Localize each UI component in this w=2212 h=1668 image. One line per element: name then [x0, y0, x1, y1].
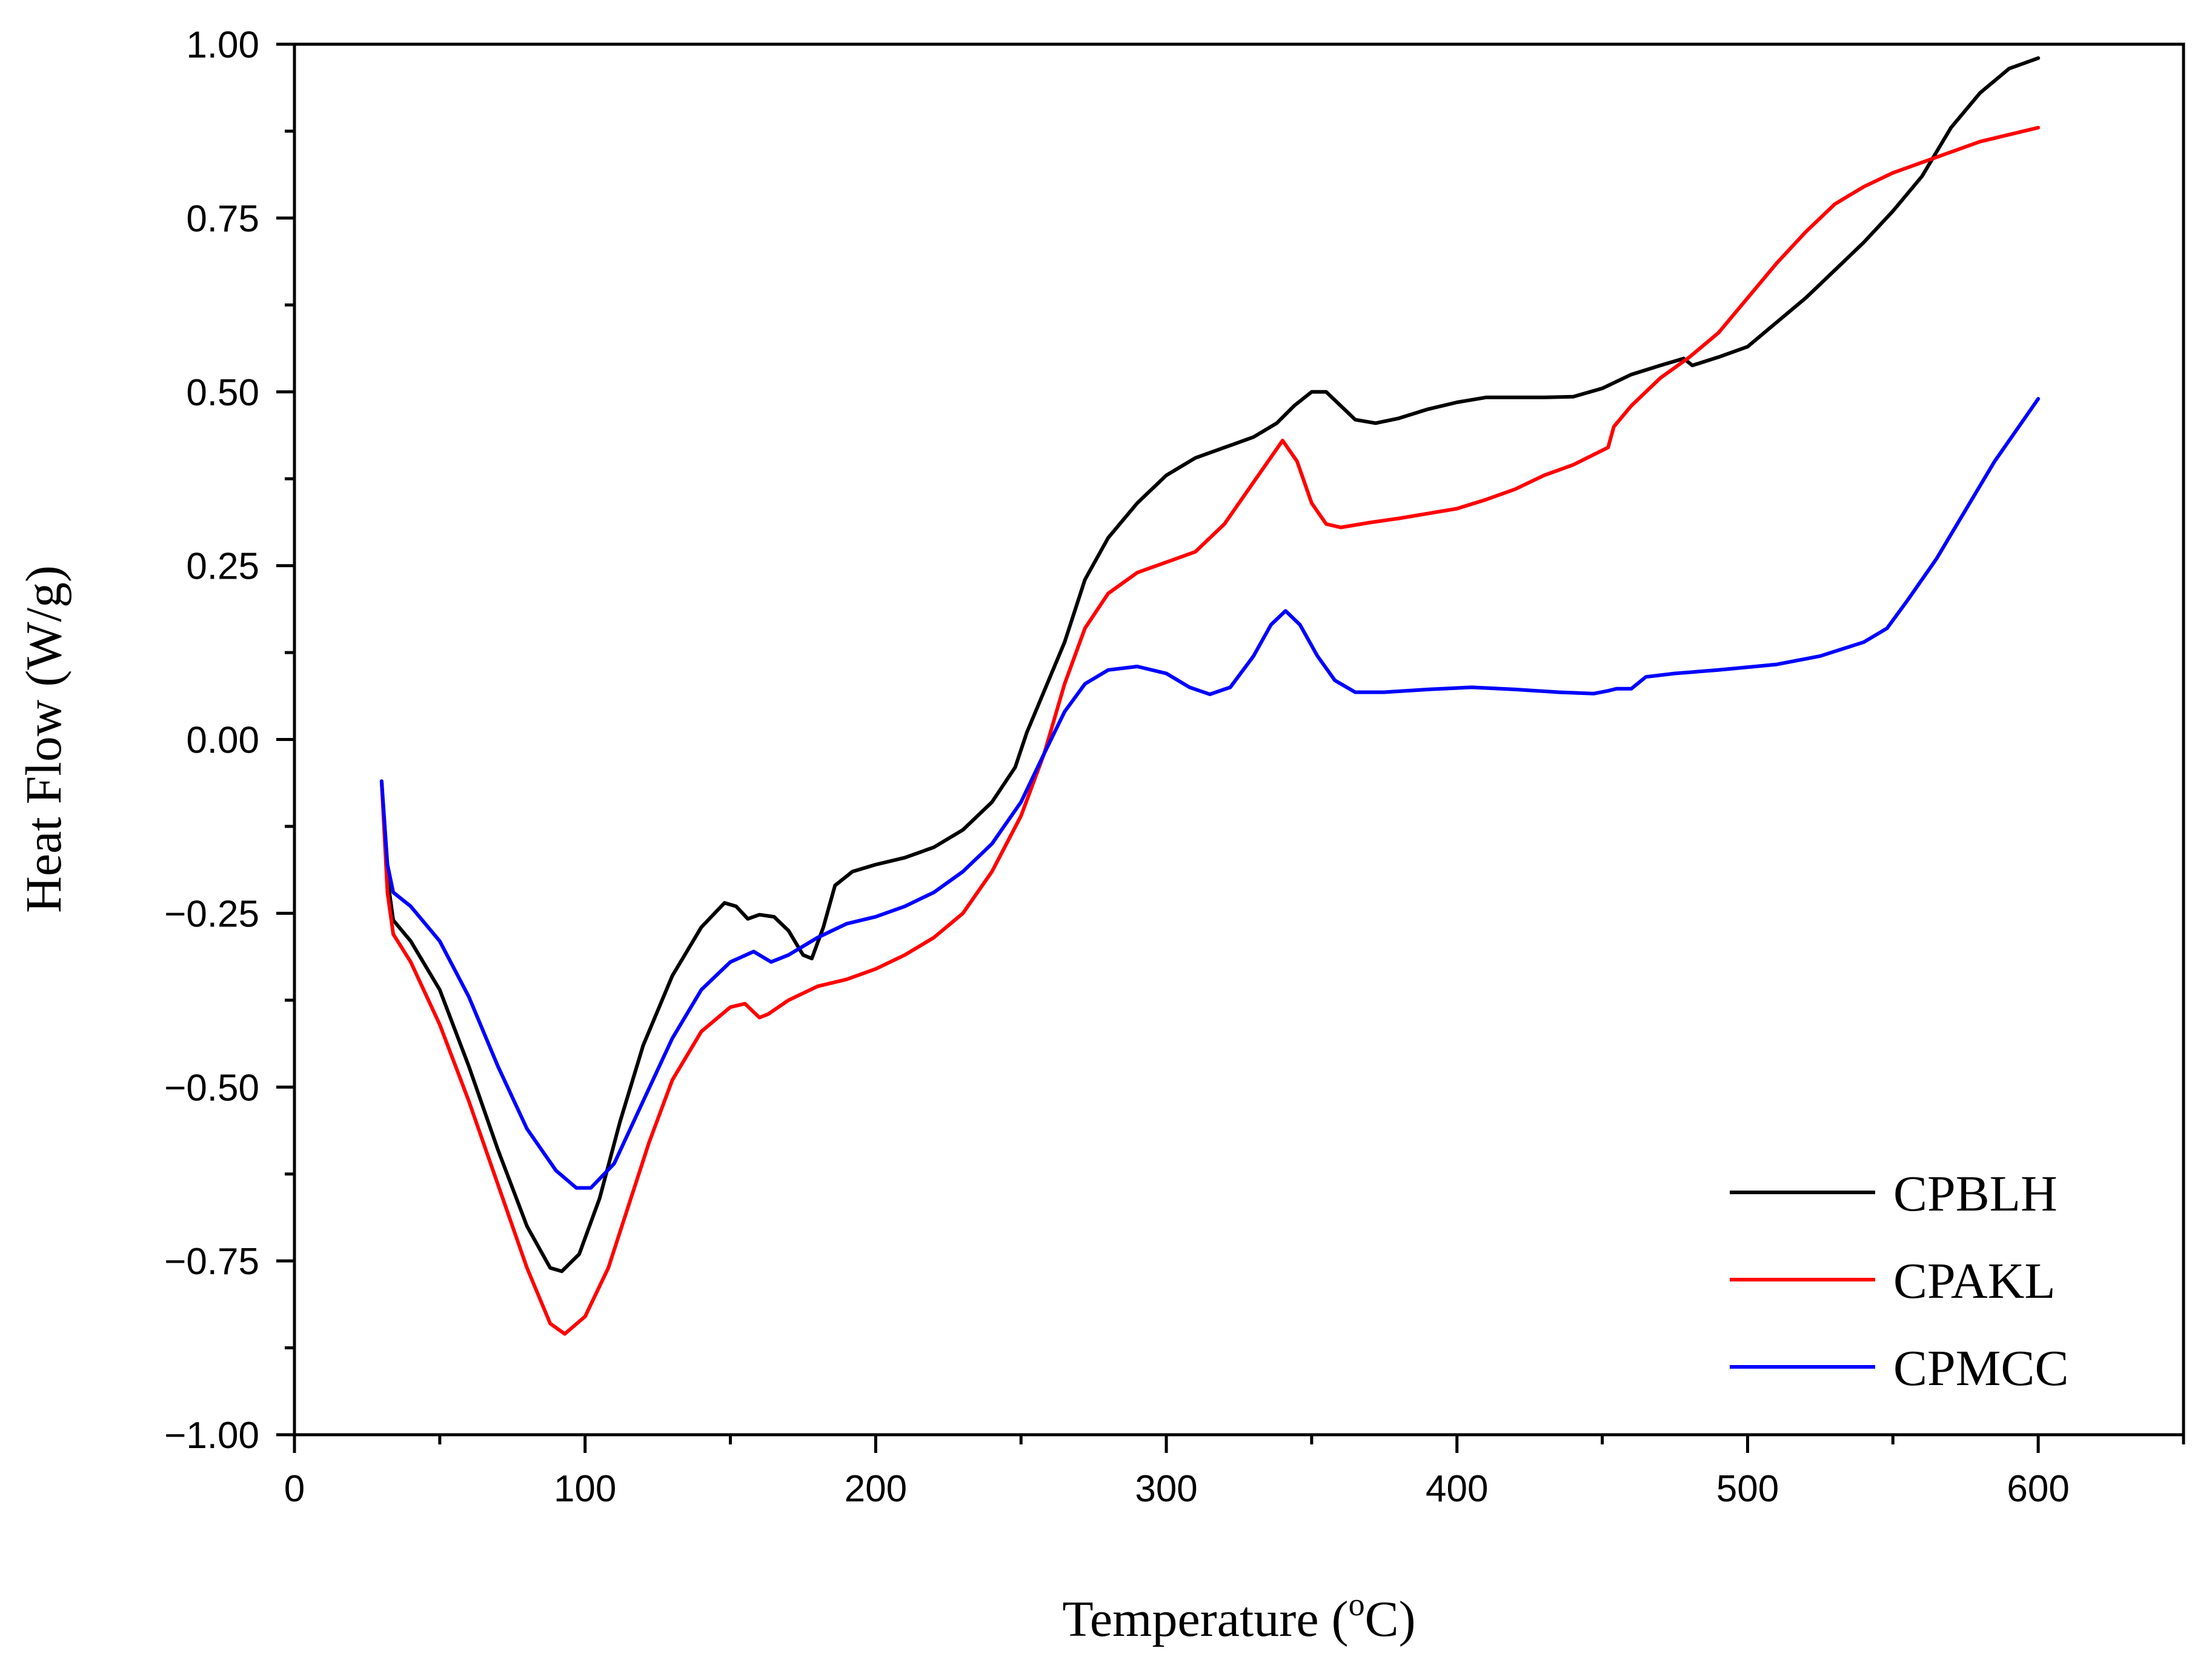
- x-tick-label-0: 0: [284, 1468, 305, 1510]
- x-tick-label-300: 300: [1135, 1468, 1197, 1510]
- y-tick-label-2: −0.50: [164, 1067, 259, 1109]
- x-tick-label-600: 600: [2007, 1468, 2069, 1510]
- axis-ticks: [276, 42, 2185, 1453]
- y-tick-label-7: 0.75: [186, 198, 259, 240]
- x-axis-title-suffix: C): [1365, 1591, 1416, 1647]
- legend: CPBLH CPAKL CPMCC: [1730, 1166, 2069, 1397]
- x-axis-title-sup: o: [1349, 1586, 1365, 1623]
- y-axis-title: Heat Flow (W/g): [16, 565, 72, 913]
- y-tick-label-6: 0.50: [186, 372, 259, 414]
- series-line-cpmcc: [379, 397, 2041, 1190]
- y-tick-label-5: 0.25: [186, 546, 259, 588]
- x-tick-label-400: 400: [1426, 1468, 1488, 1510]
- x-tick-label-200: 200: [845, 1468, 907, 1510]
- legend-label-cpakl: CPAKL: [1893, 1253, 2056, 1309]
- tick-labels: 0 100 200 300 400 500 600 −1.00 −0.75 −0.50 −0.25 0…: [164, 24, 2070, 1510]
- series-line-cpakl: [379, 125, 2041, 1336]
- x-axis-title-main: Temperature (: [1062, 1591, 1348, 1647]
- legend-label-cpmcc: CPMCC: [1893, 1340, 2069, 1397]
- series-line-cpblh: [379, 56, 2041, 1274]
- y-tick-label-0: −1.00: [164, 1415, 259, 1457]
- x-tick-label-100: 100: [554, 1468, 616, 1510]
- x-axis-title: Temperature (oC): [1062, 1586, 1415, 1647]
- legend-label-cpblh: CPBLH: [1893, 1166, 2058, 1222]
- y-tick-label-4: 0.00: [186, 720, 259, 762]
- series-layer: [379, 56, 2041, 1336]
- y-tick-label-3: −0.25: [164, 893, 259, 935]
- x-tick-label-500: 500: [1716, 1468, 1779, 1510]
- y-tick-label-1: −0.75: [164, 1241, 259, 1283]
- y-tick-label-8: 1.00: [186, 24, 259, 66]
